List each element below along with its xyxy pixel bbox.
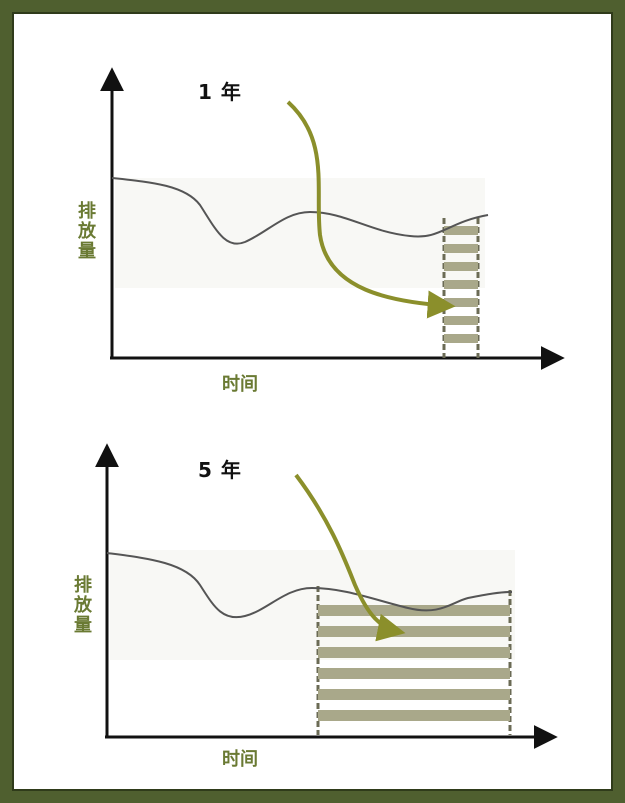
panel-1yr-emission-curve — [111, 177, 489, 245]
panel-5yr-xlabel: 时间 — [222, 749, 258, 770]
panel-1yr-graphic — [100, 67, 565, 370]
panel-1yr-title: 1 年 — [198, 80, 242, 104]
panel-5yr-title: 5 年 — [198, 458, 242, 482]
inner-border — [12, 12, 613, 791]
panel-1yr-flow-arrow — [286, 100, 456, 319]
ylabel-char-1: 排 — [78, 201, 96, 222]
panel-5yr-flow-arrow — [294, 473, 406, 642]
panel-1yr: 1 年 排 放 量 时间 — [0, 0, 625, 400]
ylabel-char-3: 量 — [78, 241, 96, 262]
panel-1yr-ylabel: 排 放 量 — [76, 202, 98, 262]
panel-5yr-ylabel: 排 放 量 — [72, 576, 94, 636]
panel-1yr-wash — [115, 178, 485, 288]
ylabel-char-3: 量 — [74, 615, 92, 636]
ylabel-char-2: 放 — [74, 595, 92, 616]
ylabel-char-1: 排 — [74, 575, 92, 596]
panel-5yr-emission-curve — [106, 552, 513, 619]
panel-5yr-hatched-block — [316, 586, 512, 735]
ylabel-char-2: 放 — [78, 221, 96, 242]
panel-1yr-xlabel: 时间 — [222, 374, 258, 395]
panel-1yr-hatched-bar — [442, 218, 480, 358]
